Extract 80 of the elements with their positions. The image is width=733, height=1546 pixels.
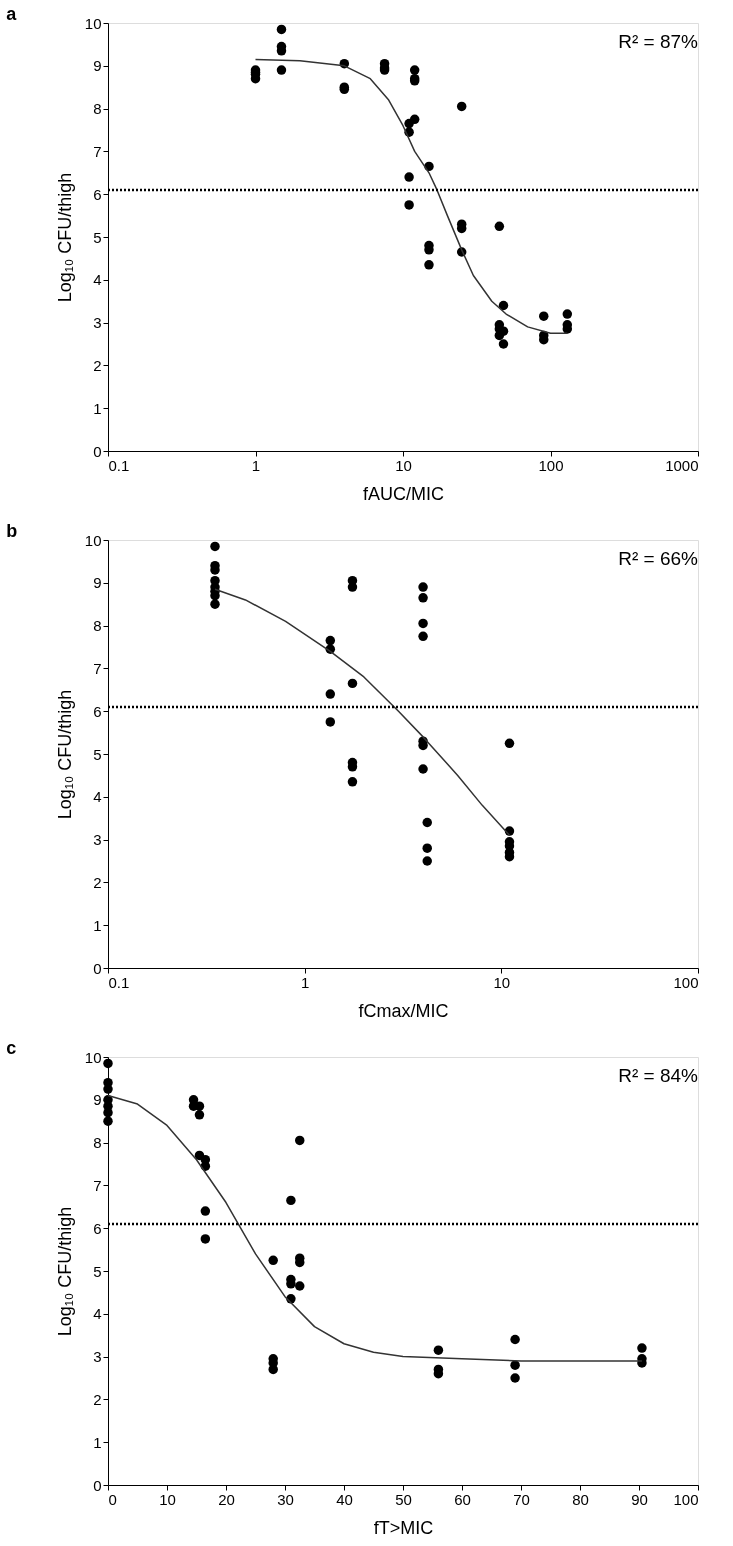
y-tick-label: 0 — [93, 959, 102, 977]
point — [433, 1345, 444, 1355]
y-tick-label: 2 — [93, 356, 102, 374]
x-axis-title: fT>MIC — [373, 1517, 434, 1538]
x-tick-label: 80 — [572, 1490, 589, 1508]
annotation: R² = 84% — [618, 1065, 699, 1086]
x-tick-label: 1 — [251, 456, 261, 474]
point — [200, 1234, 211, 1244]
annotation: R² = 66% — [618, 548, 699, 569]
x-tick-label: 60 — [454, 1490, 471, 1508]
point — [268, 1255, 278, 1266]
y-tick-label: 2 — [93, 1390, 102, 1408]
x-tick-label: 0 — [108, 1490, 117, 1508]
y-tick-label: 10 — [84, 531, 102, 549]
chart-title: b — [6, 521, 18, 541]
y-tick-label: 6 — [93, 702, 102, 720]
y-tick-label: 7 — [93, 142, 102, 160]
y-tick-label: 4 — [93, 788, 102, 806]
x-tick-label: 20 — [218, 1490, 235, 1508]
x-tick-label: 100 — [673, 1490, 699, 1508]
x-tick-label: 100 — [673, 973, 699, 991]
x-tick-label: 0.1 — [108, 456, 130, 474]
point — [194, 1110, 205, 1120]
y-axis-title: Log₁₀ CFU/thigh — [54, 172, 75, 303]
y-tick-label: 2 — [93, 873, 102, 891]
x-tick-label: 1 — [300, 973, 310, 991]
y-tick-label: 3 — [93, 314, 102, 332]
x-tick-label: 30 — [277, 1490, 294, 1508]
y-tick-label: 0 — [93, 442, 102, 460]
y-tick-label: 9 — [93, 1091, 102, 1109]
y-tick-label: 5 — [93, 745, 102, 763]
point — [637, 1343, 647, 1353]
chart-title: a — [6, 4, 18, 24]
y-tick-label: 8 — [93, 100, 102, 118]
y-tick-label: 3 — [93, 1348, 102, 1366]
y-tick-label: 8 — [93, 1134, 102, 1152]
point — [103, 1058, 113, 1069]
x-tick-label: 100 — [538, 456, 564, 474]
chart-title: c — [6, 1038, 17, 1058]
x-tick-label: 50 — [395, 1490, 412, 1508]
y-tick-label: 3 — [93, 831, 102, 849]
x-tick-label: 10 — [159, 1490, 176, 1508]
point — [295, 1135, 305, 1146]
y-axis-title: Log₁₀ CFU/thigh — [54, 1206, 75, 1337]
y-tick-label: 7 — [93, 659, 102, 677]
y-tick-label: 10 — [84, 1048, 102, 1066]
y-tick-label: 7 — [93, 1176, 102, 1194]
x-axis-title: fCmax/MIC — [358, 1000, 449, 1021]
y-tick-label: 10 — [84, 14, 102, 32]
point — [200, 1206, 211, 1216]
x-tick-label: 1000 — [665, 456, 699, 474]
point — [286, 1195, 296, 1206]
point — [295, 1281, 305, 1291]
x-tick-label: 10 — [493, 973, 511, 991]
y-tick-label: 6 — [93, 185, 102, 203]
y-axis-title: Log₁₀ CFU/thigh — [54, 689, 75, 820]
point — [510, 1334, 520, 1345]
y-tick-label: 9 — [93, 574, 102, 592]
point — [510, 1373, 520, 1383]
x-tick-label: 90 — [631, 1490, 648, 1508]
y-tick-label: 9 — [93, 57, 102, 75]
x-axis-title: fAUC/MIC — [363, 483, 444, 504]
x-tick-label: 40 — [336, 1490, 353, 1508]
x-tick-label: 70 — [513, 1490, 530, 1508]
y-tick-label: 0 — [93, 1476, 102, 1494]
y-tick-label: 1 — [93, 1433, 102, 1451]
y-tick-label: 4 — [93, 1305, 102, 1323]
point — [510, 1360, 520, 1370]
point — [103, 1116, 113, 1126]
x-tick-label: 0.1 — [108, 973, 130, 991]
y-tick-label: 8 — [93, 617, 102, 635]
y-tick-label: 5 — [93, 1262, 102, 1280]
x-tick-label: 10 — [395, 456, 412, 474]
y-tick-label: 5 — [93, 228, 102, 246]
y-tick-label: 6 — [93, 1219, 102, 1237]
y-tick-label: 1 — [93, 399, 102, 417]
y-tick-label: 1 — [93, 916, 102, 934]
point — [103, 1084, 113, 1094]
annotation: R² = 87% — [618, 31, 699, 52]
y-tick-label: 4 — [93, 271, 102, 289]
